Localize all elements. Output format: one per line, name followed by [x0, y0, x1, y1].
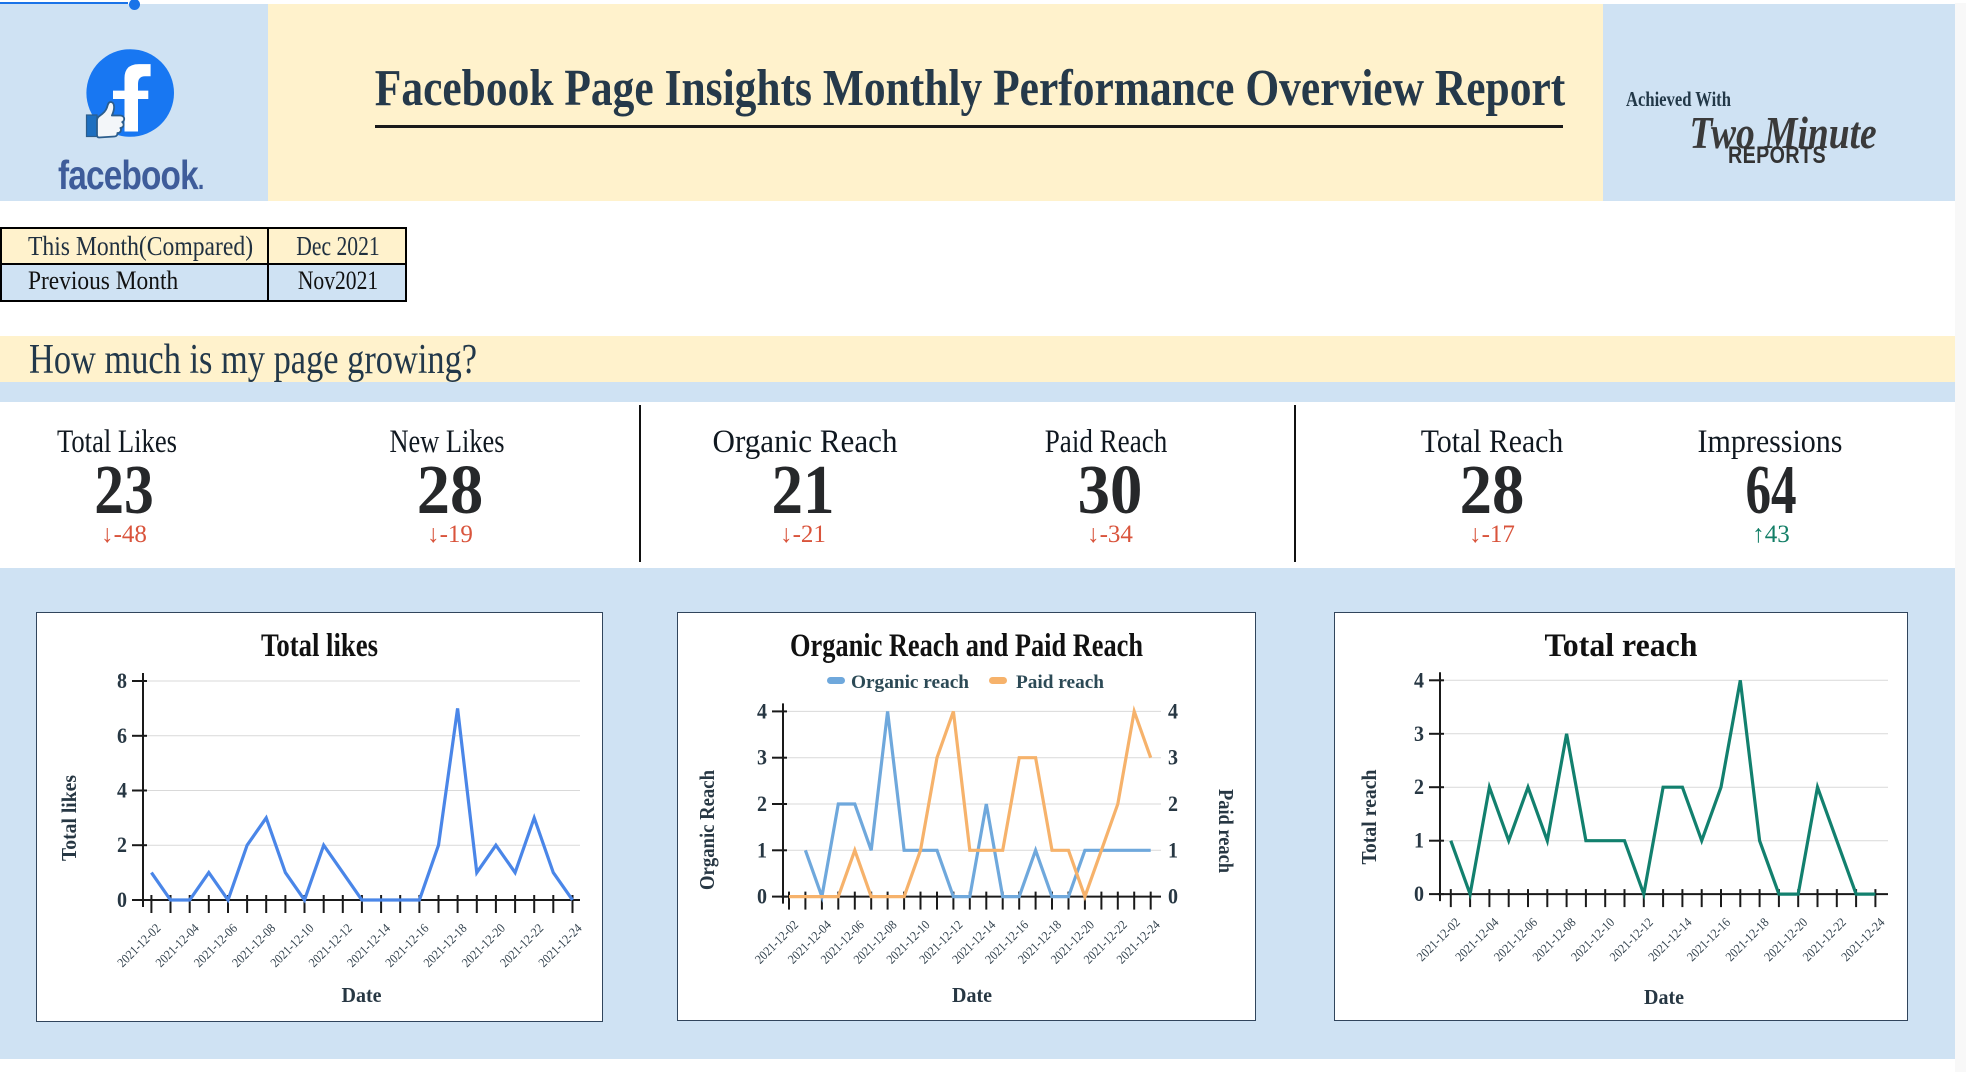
svg-text:3: 3	[757, 745, 767, 770]
svg-text:Date: Date	[1644, 985, 1684, 1009]
svg-text:Paid reach: Paid reach	[1016, 672, 1104, 693]
svg-text:3: 3	[1168, 745, 1178, 770]
svg-text:0: 0	[117, 887, 127, 912]
svg-text:4: 4	[1168, 698, 1178, 723]
svg-text:Organic Reach: Organic Reach	[695, 770, 719, 890]
svg-text:2: 2	[1414, 774, 1424, 799]
svg-text:Date: Date	[342, 983, 382, 1007]
svg-text:8: 8	[117, 668, 127, 693]
svg-text:1: 1	[757, 837, 767, 862]
svg-text:3: 3	[1414, 721, 1424, 746]
svg-text:Organic Reach and Paid Reach: Organic Reach and Paid Reach	[790, 628, 1143, 664]
svg-text:0: 0	[757, 884, 767, 909]
svg-text:Total reach: Total reach	[1357, 769, 1381, 864]
svg-text:2021-12-24: 2021-12-24	[1838, 914, 1888, 964]
svg-text:Total likes: Total likes	[261, 628, 378, 664]
svg-text:2: 2	[117, 832, 127, 857]
svg-text:0: 0	[1168, 884, 1178, 909]
svg-text:Date: Date	[952, 983, 992, 1007]
svg-text:1: 1	[1168, 837, 1178, 862]
svg-text:1: 1	[1414, 828, 1424, 853]
svg-text:6: 6	[117, 723, 127, 748]
svg-text:4: 4	[1414, 667, 1424, 692]
svg-text:Total reach: Total reach	[1545, 628, 1698, 664]
svg-text:4: 4	[757, 698, 767, 723]
svg-text:Paid reach: Paid reach	[1214, 789, 1238, 873]
svg-text:Total likes: Total likes	[57, 775, 81, 861]
svg-text:2: 2	[757, 791, 767, 816]
svg-text:2: 2	[1168, 791, 1178, 816]
svg-text:0: 0	[1414, 881, 1424, 906]
svg-text:4: 4	[117, 778, 127, 803]
svg-text:Organic reach: Organic reach	[851, 672, 969, 693]
